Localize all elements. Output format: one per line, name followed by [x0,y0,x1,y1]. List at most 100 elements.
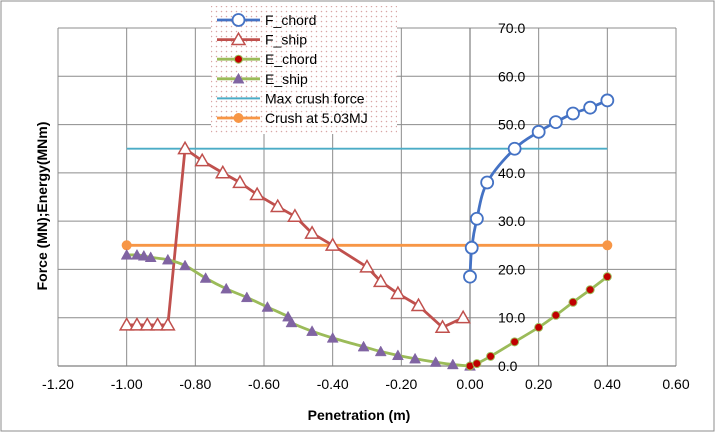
marker-open-circle [463,269,477,284]
marker-open-circle [600,93,615,108]
marker-filled-circle [233,113,244,123]
marker-open-triangle [359,259,375,273]
series-e-chord [465,272,612,371]
marker-open-triangle [177,140,193,155]
series-layer [118,93,615,371]
tick-labels: -1.20 -1.00 -0.80 -0.60 -0.40 -0.20 0.00 0.20 0.… [42,20,690,392]
legend-item: Crush at 5.03MJ [217,110,368,126]
marker-filled-circle [121,240,132,251]
y-tick-label: 60.0 [498,68,525,84]
marker-filled-circle [534,322,544,332]
legend-label: F_ship [265,32,307,48]
marker-filled-triangle [137,249,150,261]
legend-item: Max crush force [217,90,365,106]
marker-open-triangle [304,225,320,239]
marker-open-triangle [160,316,176,331]
marker-open-triangle [410,297,427,312]
marker-filled-triangle [357,340,370,352]
x-tick-label: -0.20 [385,376,417,392]
marker-open-triangle [230,31,247,46]
x-tick-label: -1.00 [111,376,143,392]
marker-filled-triangle [261,301,274,312]
marker-filled-triangle [374,345,387,357]
marker-open-triangle [149,316,166,331]
series-f-ship [118,140,471,333]
x-tick-label: -0.80 [179,376,211,392]
marker-filled-triangle [326,331,339,343]
marker-open-triangle [434,319,451,333]
marker-filled-circle [568,297,578,307]
x-tick-label: 0.20 [525,376,552,392]
y-tick-label: 20.0 [498,261,525,277]
y-tick-label: 30.0 [498,213,525,229]
legend-label: E_ship [265,71,308,87]
y-tick-label: 40.0 [498,165,525,181]
marker-open-triangle [324,237,341,251]
marker-open-circle [531,124,546,139]
legend-pattern [211,6,397,134]
x-tick-label: -0.60 [248,376,280,392]
marker-filled-triangle [179,259,191,271]
marker-filled-circle [510,337,520,347]
marker-open-triangle [215,164,231,179]
marker-filled-triangle [120,248,133,260]
series-crush-at-5-03mj [121,240,613,251]
marker-filled-triangle [131,248,143,260]
marker-open-triangle [194,152,210,167]
marker-filled-triangle [391,349,404,361]
series-f-chord [463,93,615,284]
marker-open-circle [231,13,246,27]
marker-filled-triangle [232,72,245,84]
marker-filled-triangle [220,282,233,294]
marker-filled-circle [602,240,613,251]
marker-open-circle [507,141,522,156]
marker-open-triangle [269,198,286,213]
marker-open-circle [469,211,484,226]
legend-item: E_chord [217,51,317,67]
legend-item: E_ship [217,71,308,87]
marker-open-triangle [287,208,303,222]
y-tick-label: 50.0 [498,117,525,133]
marker-open-circle [548,115,563,130]
marker-filled-circle [602,272,612,282]
marker-filled-circle [234,54,243,64]
marker-open-triangle [455,309,471,324]
legend-label: Max crush force [265,90,365,106]
legend-item: F_ship [217,31,307,48]
x-tick-label: 0.40 [594,376,621,392]
y-tick-label: 10.0 [498,310,525,326]
marker-open-triangle [139,316,156,331]
marker-open-circle [583,100,598,115]
x-tick-label: 0.00 [456,376,483,392]
legend-label: E_chord [265,51,317,67]
y-tick-label: 0.0 [498,358,518,374]
marker-filled-triangle [446,358,459,370]
y-tick-label: 70.0 [498,20,525,36]
marker-filled-triangle [240,291,253,303]
marker-open-triangle [129,316,145,331]
series-line [468,99,608,277]
marker-filled-circle [585,285,595,295]
marker-open-triangle [249,186,265,201]
marker-open-circle [566,106,580,121]
marker-open-triangle [118,316,135,331]
x-axis-title: Penetration (m) [308,407,411,423]
marker-open-circle [480,175,495,190]
marker-filled-circle [472,359,482,369]
marker-filled-triangle [409,352,421,364]
marker-open-circle [464,240,479,255]
marker-filled-triangle [199,272,212,283]
marker-filled-triangle [161,253,174,265]
legend: F_chord F_ship E_chord E_ship Max crush forc… [211,6,397,134]
x-tick-label: -1.20 [42,376,74,392]
marker-filled-triangle [144,251,157,263]
marker-open-triangle [372,273,389,288]
x-tick-label: 0.60 [662,376,689,392]
legend-item: F_chord [217,12,316,28]
marker-open-triangle [232,174,248,189]
marker-filled-triangle [306,325,318,336]
marker-open-triangle [390,285,406,300]
marker-filled-triangle [429,356,442,367]
